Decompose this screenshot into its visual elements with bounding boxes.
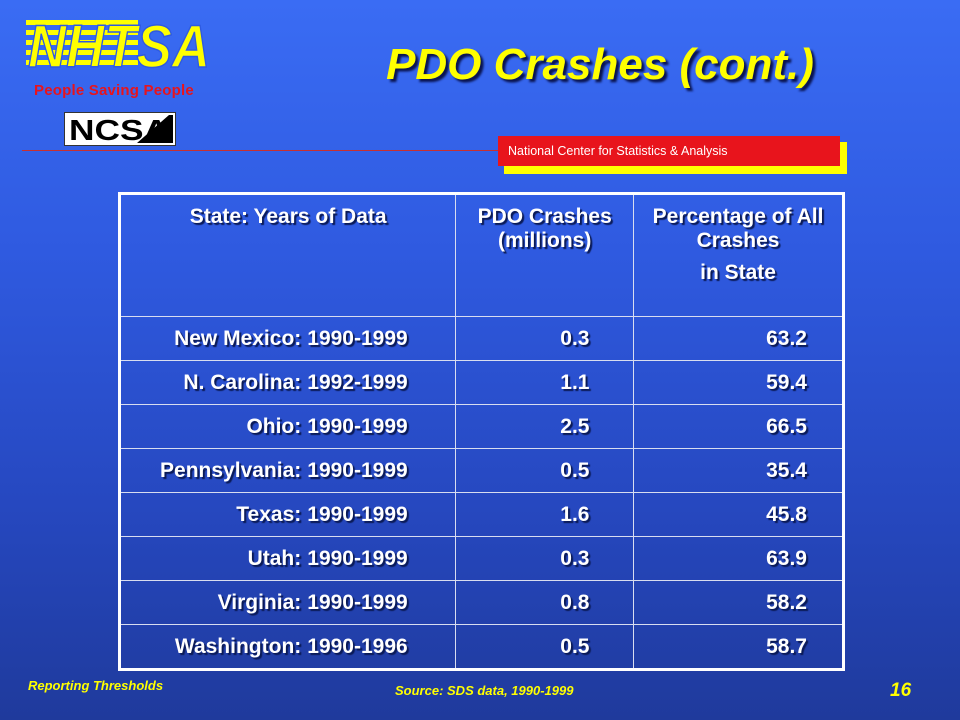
cell-pdo: 0.3 [455,316,635,361]
cell-pct: 63.9 [633,536,844,581]
table-row: N. Carolina: 1992-1999 1.1 59.4 [118,360,844,405]
nhtsa-logo: NHTSA [26,12,216,81]
cell-pdo: 1.6 [455,492,635,537]
header-divider [22,150,500,151]
state-name: Pennsylvania: [160,458,302,482]
cell-pdo: 2.5 [455,404,635,449]
cell-pdo: 1.1 [455,360,635,405]
tagline: People Saving People [34,82,194,99]
cell-pct: 66.5 [633,404,844,449]
cell-pct: 58.7 [633,624,844,670]
cell-state: New Mexico: 1990-1999 [118,316,457,361]
table-row: Ohio: 1990-1999 2.5 66.5 [118,404,844,449]
cell-state: Ohio: 1990-1999 [118,404,457,449]
state-name: Washington: [174,634,302,658]
center-name-banner: National Center for Statistics & Analysi… [498,136,840,166]
cell-pdo: 0.3 [455,536,635,581]
page-title: PDO Crashes (cont.) [386,40,814,89]
cell-pdo: 0.5 [455,448,635,493]
state-years: 1992-1999 [307,370,408,394]
state-years: 1990-1999 [307,326,408,350]
cell-pct: 63.2 [633,316,844,361]
header-pct-line1: Percentage of All Crashes [652,205,824,252]
cell-pdo: 0.8 [455,580,635,625]
cell-state: Pennsylvania: 1990-1999 [118,448,457,493]
state-name: N. Carolina: [183,370,302,394]
state-years: 1990-1999 [307,502,408,526]
state-name: Texas: [236,502,302,526]
state-name: Ohio: [246,414,302,438]
table-row: New Mexico: 1990-1999 0.3 63.2 [118,316,844,361]
table-row: Pennsylvania: 1990-1999 0.5 35.4 [118,448,844,493]
cell-pct: 35.4 [633,448,844,493]
header-state: State: Years of Data [118,193,457,317]
state-name: New Mexico: [174,326,302,350]
table-row: Washington: 1990-1996 0.5 58.7 [118,624,844,670]
table-row: Utah: 1990-1999 0.3 63.9 [118,536,844,581]
cell-state: Texas: 1990-1999 [118,492,457,537]
cell-state: Utah: 1990-1999 [118,536,457,581]
table-header-row: State: Years of Data PDO Crashes (millio… [118,193,844,317]
table-row: Texas: 1990-1999 1.6 45.8 [118,492,844,537]
footer-title: Reporting Thresholds [28,678,164,693]
cell-pct: 59.4 [633,360,844,405]
cell-pct: 45.8 [633,492,844,537]
pdo-crashes-table: State: Years of Data PDO Crashes (millio… [118,192,845,671]
cell-state: N. Carolina: 1992-1999 [118,360,457,405]
table-row: Virginia: 1990-1999 0.8 58.2 [118,580,844,625]
cell-pdo: 0.5 [455,624,635,670]
cell-pct: 58.2 [633,580,844,625]
header-pct: Percentage of All Crashes in State [633,193,844,317]
page-number: 16 [890,680,912,701]
footer-source: Source: SDS data, 1990-1999 [395,683,574,698]
state-years: 1990-1996 [307,634,408,658]
state-years: 1990-1999 [307,590,408,614]
state-name: Virginia: [217,590,302,614]
state-years: 1990-1999 [307,546,408,570]
state-years: 1990-1999 [307,458,408,482]
cell-state: Washington: 1990-1996 [118,624,457,670]
ncsa-logo: NCSA [64,112,176,146]
header-pdo: PDO Crashes (millions) [455,193,635,317]
cell-state: Virginia: 1990-1999 [118,580,457,625]
state-years: 1990-1999 [307,414,408,438]
state-name: Utah: [247,546,302,570]
nhtsa-logo-text: NHTSA [28,14,210,76]
header-pct-line2: in State [700,261,776,284]
